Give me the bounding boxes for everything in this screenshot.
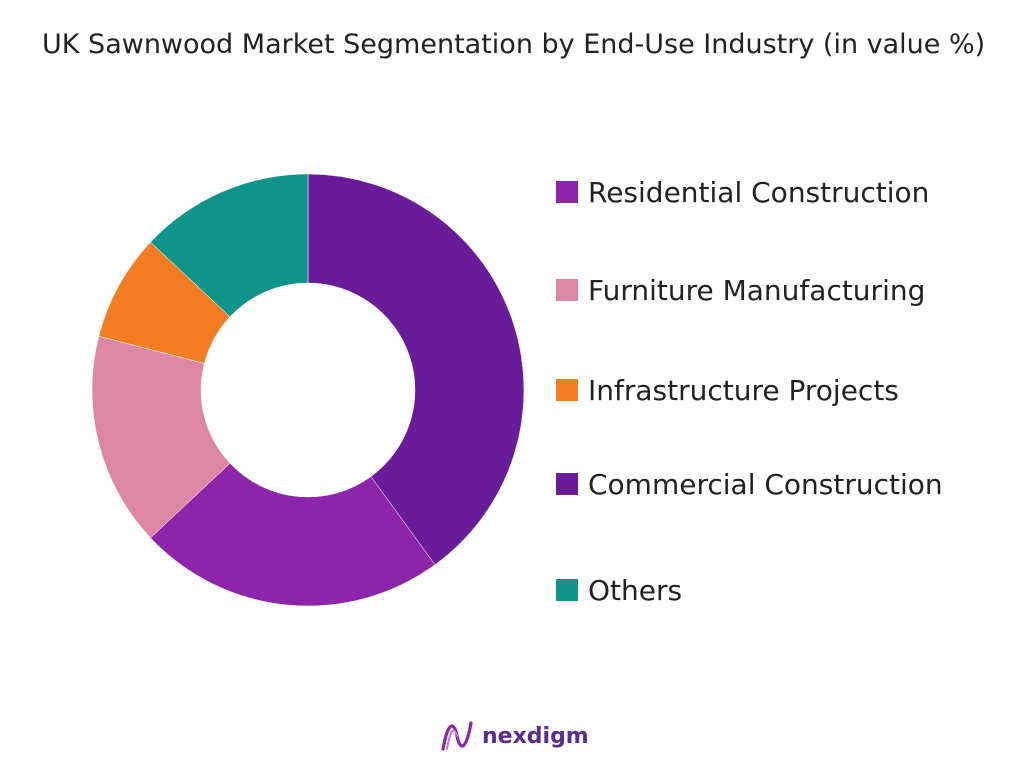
brand-name: nexdigm [482,723,589,749]
legend-label: Others [588,573,683,607]
chart-legend: Residential Construction Furniture Manuf… [556,0,1024,640]
legend-item-infrastructure-projects: Infrastructure Projects [556,370,899,410]
legend-swatch [556,579,578,601]
chart-title: UK Sawnwood Market Segmentation by End-U… [42,29,986,60]
legend-swatch [556,279,578,301]
donut-slice-furniture-manufacturing [91,335,231,539]
legend-item-others: Others [556,570,682,610]
legend-label: Furniture Manufacturing [588,273,926,307]
brand-logo: nexdigm [440,716,589,756]
donut-slice-residential-construction [307,173,525,566]
legend-label: Residential Construction [588,175,930,209]
donut-slice-commercial-construction [150,462,436,607]
nexdigm-logo-icon [441,721,473,751]
legend-swatch [556,181,578,203]
legend-item-commercial-construction: Commercial Construction [556,464,943,504]
legend-item-residential-construction: Residential Construction [556,172,929,212]
legend-swatch [556,473,578,495]
legend-item-furniture-manufacturing: Furniture Manufacturing [556,270,925,310]
legend-label: Commercial Construction [588,467,943,501]
legend-label: Infrastructure Projects [588,373,899,407]
legend-swatch [556,379,578,401]
donut-slice-others [150,173,309,318]
